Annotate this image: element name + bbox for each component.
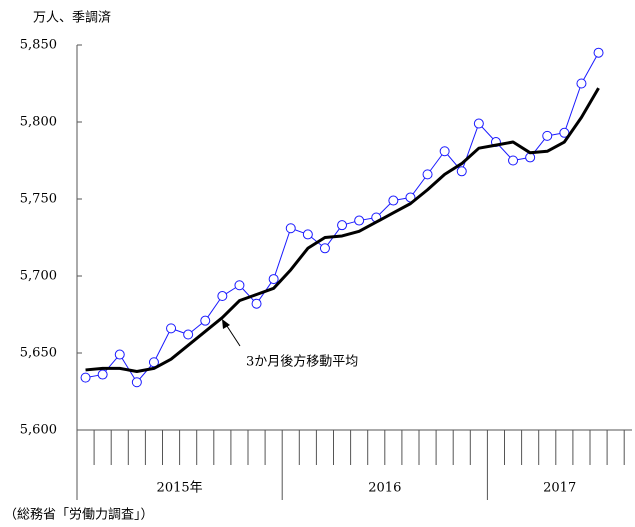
point: [114, 349, 125, 360]
point: [354, 215, 365, 226]
point: [439, 146, 450, 157]
point: [422, 169, 433, 180]
point: [80, 372, 91, 383]
point: [576, 78, 587, 89]
unit-label: 万人、季調済: [33, 10, 111, 26]
point: [508, 155, 519, 166]
point: [268, 274, 279, 285]
point: [217, 291, 228, 302]
x-group-label: 2016: [368, 481, 401, 496]
point: [337, 220, 348, 231]
annotation-arrow: [224, 322, 241, 347]
point: [593, 47, 604, 58]
point: [388, 195, 399, 206]
point: [97, 369, 108, 380]
series-line: [85, 52, 599, 383]
point: [285, 223, 296, 234]
x-group-label: 2015年: [157, 481, 203, 496]
x-group-label: 2017: [543, 481, 576, 496]
point: [542, 130, 553, 141]
y-tick-label: 5,700: [20, 269, 57, 284]
point: [183, 329, 194, 340]
point: [302, 229, 313, 240]
point: [251, 298, 262, 309]
point: [131, 377, 142, 388]
point: [559, 127, 570, 138]
annotation: 3か月後方移動平均: [246, 354, 358, 370]
y-tick-label: 5,850: [20, 38, 57, 53]
point: [166, 323, 177, 334]
y-tick-label: 5,800: [20, 115, 57, 130]
series-line: [85, 87, 600, 373]
y-tick-label: 5,650: [20, 346, 57, 361]
y-tick-label: 5,750: [20, 192, 57, 207]
point: [200, 315, 211, 326]
point: [319, 243, 330, 254]
annotation-arrowhead: [222, 319, 230, 329]
point: [473, 118, 484, 129]
y-tick-label: 5,600: [20, 423, 57, 438]
point: [234, 280, 245, 291]
point: [456, 166, 467, 177]
source: （総務省「労働力調査」）: [4, 508, 154, 523]
